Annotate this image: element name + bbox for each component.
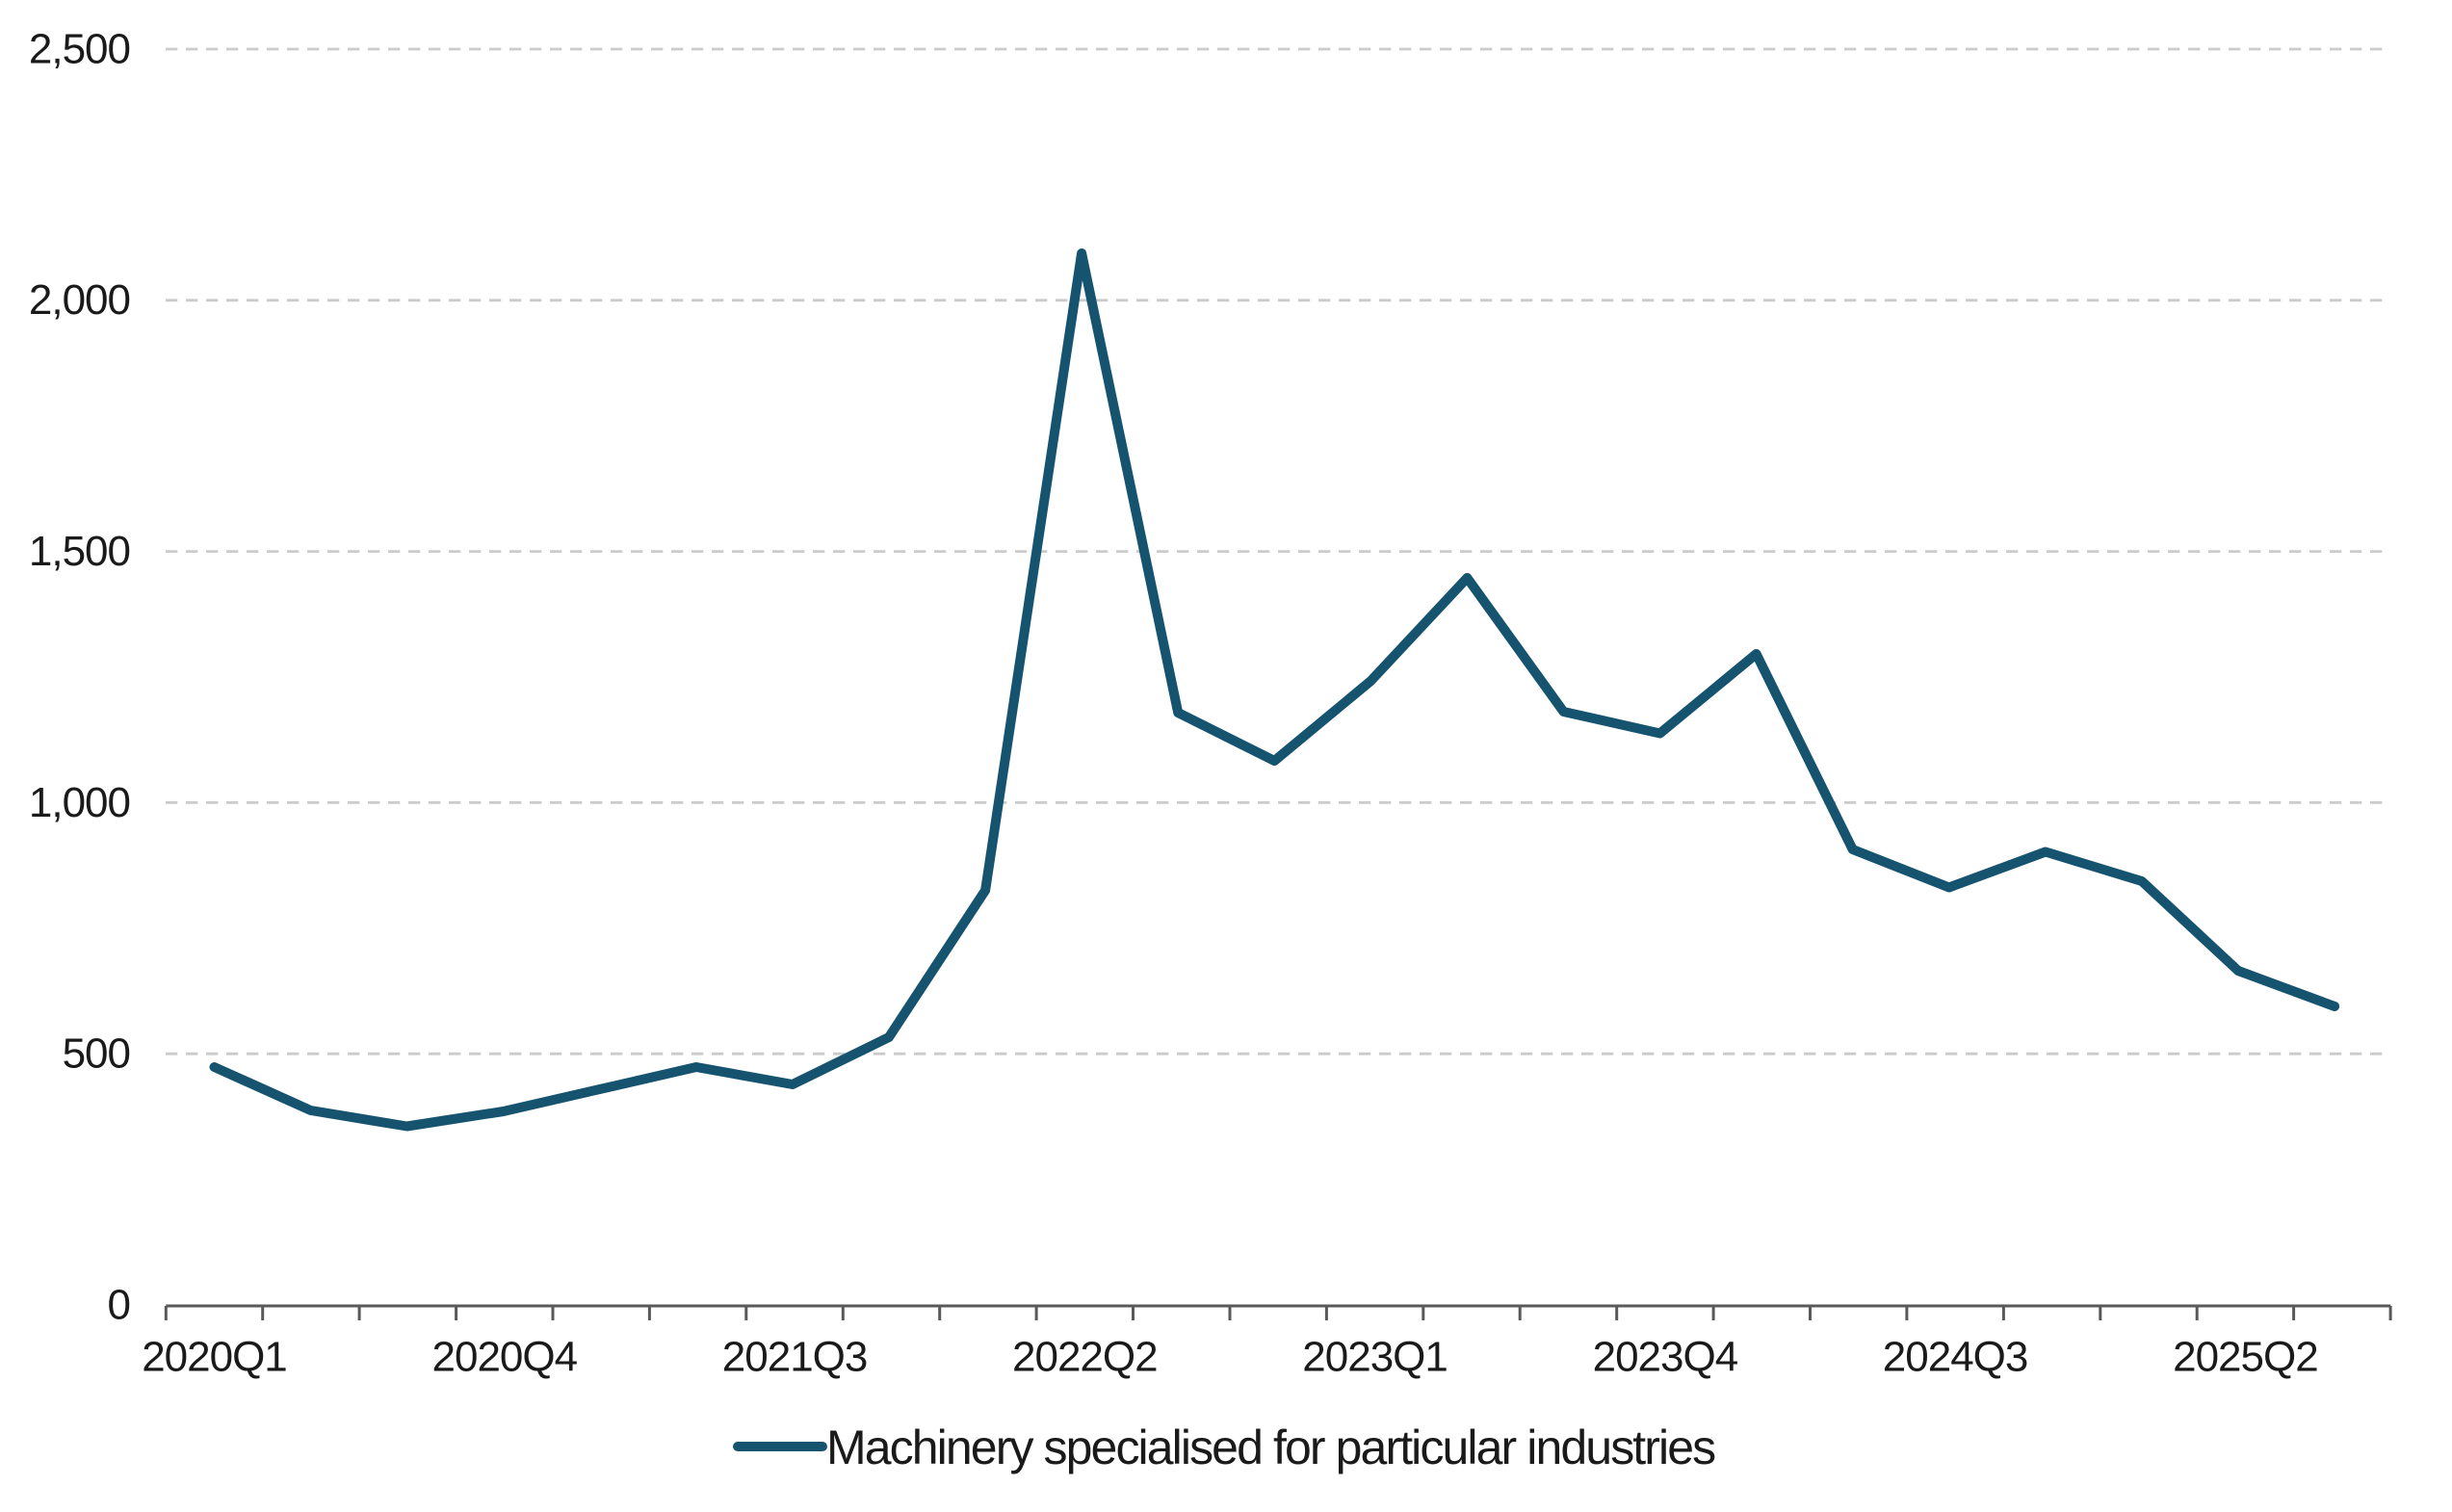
- svg-text:2021Q3: 2021Q3: [722, 1334, 868, 1381]
- svg-text:Machinery specialised for part: Machinery specialised for particular ind…: [826, 1421, 1715, 1474]
- svg-text:500: 500: [63, 1030, 130, 1078]
- svg-text:2022Q2: 2022Q2: [1012, 1334, 1158, 1381]
- svg-text:2023Q4: 2023Q4: [1593, 1334, 1738, 1381]
- svg-text:1,500: 1,500: [29, 528, 130, 575]
- svg-text:2023Q1: 2023Q1: [1302, 1334, 1448, 1381]
- svg-text:2020Q1: 2020Q1: [142, 1334, 287, 1381]
- svg-text:2024Q3: 2024Q3: [1883, 1334, 2028, 1381]
- svg-text:0: 0: [108, 1281, 130, 1328]
- svg-text:1,000: 1,000: [29, 779, 130, 826]
- svg-text:2025Q2: 2025Q2: [2173, 1334, 2318, 1381]
- svg-text:2020Q4: 2020Q4: [432, 1334, 578, 1381]
- svg-text:2,500: 2,500: [29, 25, 130, 72]
- svg-text:2,000: 2,000: [29, 276, 130, 324]
